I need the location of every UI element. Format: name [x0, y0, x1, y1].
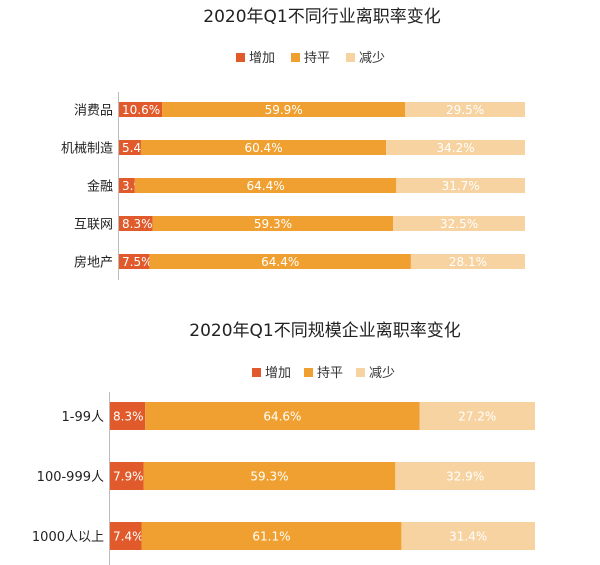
category-label-3: 互联网: [74, 218, 113, 233]
category-label-2: 金融: [87, 179, 113, 195]
bar-industry-4-series-1: [149, 254, 411, 269]
data-label-2-series-2: 31.7%: [442, 179, 480, 193]
bar-size-0-series-0: [110, 402, 146, 430]
chart-title: 2020年Q1不同规模企业离职率变化: [189, 321, 460, 341]
legend-swatch-0: [252, 368, 261, 377]
bar-industry-1-series-0: [119, 140, 141, 155]
data-label-3-series-2: 32.5%: [440, 217, 478, 231]
data-label-3-series-0: 8.3%: [122, 217, 153, 231]
bar-size-2-series-2: [401, 522, 535, 550]
bar-industry-0-series-0: [119, 102, 163, 117]
data-label-1-series-2: 32.9%: [446, 470, 484, 484]
data-label-0-series-1: 59.9%: [265, 103, 303, 117]
industry-turnover-chart: 2020年Q1不同行业离职率变化增加 持平 减少消费品 10.6% 59.9% 29.5%…: [61, 7, 525, 280]
legend-swatch-0: [236, 53, 245, 62]
bar-size-1-series-0: [110, 462, 144, 490]
data-label-2-series-1: 64.4%: [247, 179, 285, 193]
bar-size-1-series-2: [395, 462, 535, 490]
data-label-1-series-2: 34.2%: [437, 141, 475, 155]
legend-label-1: 持平: [304, 51, 330, 66]
bar-size-2-series-0: [110, 522, 142, 550]
data-label-1-series-0: 7.9%: [113, 470, 144, 484]
data-label-0-series-0: 8.3%: [113, 410, 144, 424]
bar-size-1-series-1: [143, 462, 396, 490]
bar-industry-2-series-2: [396, 178, 525, 193]
legend-label-2: 减少: [359, 51, 385, 66]
category-label-1: 机械制造: [61, 142, 113, 157]
bar-industry-0-series-1: [162, 102, 406, 117]
data-label-0-series-2: 27.2%: [458, 410, 496, 424]
legend-label-2: 减少: [369, 366, 395, 381]
data-label-0-series-2: 29.5%: [446, 103, 484, 117]
bar-size-0-series-1: [145, 402, 420, 430]
bar-industry-1-series-1: [140, 140, 387, 155]
bar-industry-3-series-2: [393, 216, 525, 231]
legend-swatch-2: [346, 53, 355, 62]
data-label-1-series-1: 59.3%: [250, 470, 288, 484]
legend-label-0: 增加: [265, 366, 291, 381]
category-label-0: 1-99人: [61, 410, 104, 425]
data-label-0-series-1: 64.6%: [263, 410, 301, 424]
category-label-1: 100-999人: [37, 470, 104, 485]
bar-industry-2-series-1: [134, 178, 397, 193]
data-label-4-series-2: 28.1%: [449, 255, 487, 269]
data-label-0-series-0: 10.6%: [122, 103, 160, 117]
legend-swatch-2: [356, 368, 365, 377]
legend-swatch-1: [291, 53, 300, 62]
bar-industry-1-series-2: [386, 140, 525, 155]
data-label-2-series-2: 31.4%: [449, 530, 487, 544]
company-size-turnover-chart: 2020年Q1不同规模企业离职率变化增加 持平 减少 1-99人 8.3% 64.6% 27…: [0, 300, 600, 565]
bar-industry-3-series-1: [152, 216, 394, 231]
bar-size-2-series-1: [141, 522, 402, 550]
data-label-2-series-1: 61.1%: [252, 530, 290, 544]
data-label-3-series-1: 59.3%: [254, 217, 292, 231]
data-label-2-series-0: 7.4%: [113, 530, 144, 544]
bar-industry-4-series-2: [410, 254, 525, 269]
bar-industry-4-series-0: [119, 254, 150, 269]
legend-label-1: 持平: [317, 366, 343, 381]
bar-industry-0-series-2: [405, 102, 525, 117]
data-label-4-series-0: 7.5%: [122, 255, 153, 269]
category-label-0: 消费品: [74, 104, 113, 119]
data-label-1-series-1: 60.4%: [244, 141, 282, 155]
legend-label-0: 增加: [249, 51, 275, 66]
legend-swatch-1: [304, 368, 313, 377]
bar-industry-2-series-0: [119, 178, 135, 193]
bar-size-0-series-2: [419, 402, 535, 430]
bar-industry-3-series-0: [119, 216, 153, 231]
category-label-4: 房地产: [74, 255, 113, 271]
data-label-4-series-1: 64.4%: [261, 255, 299, 269]
chart-title: 2020年Q1不同行业离职率变化: [203, 7, 440, 27]
category-label-2: 1000人以上: [32, 530, 104, 545]
